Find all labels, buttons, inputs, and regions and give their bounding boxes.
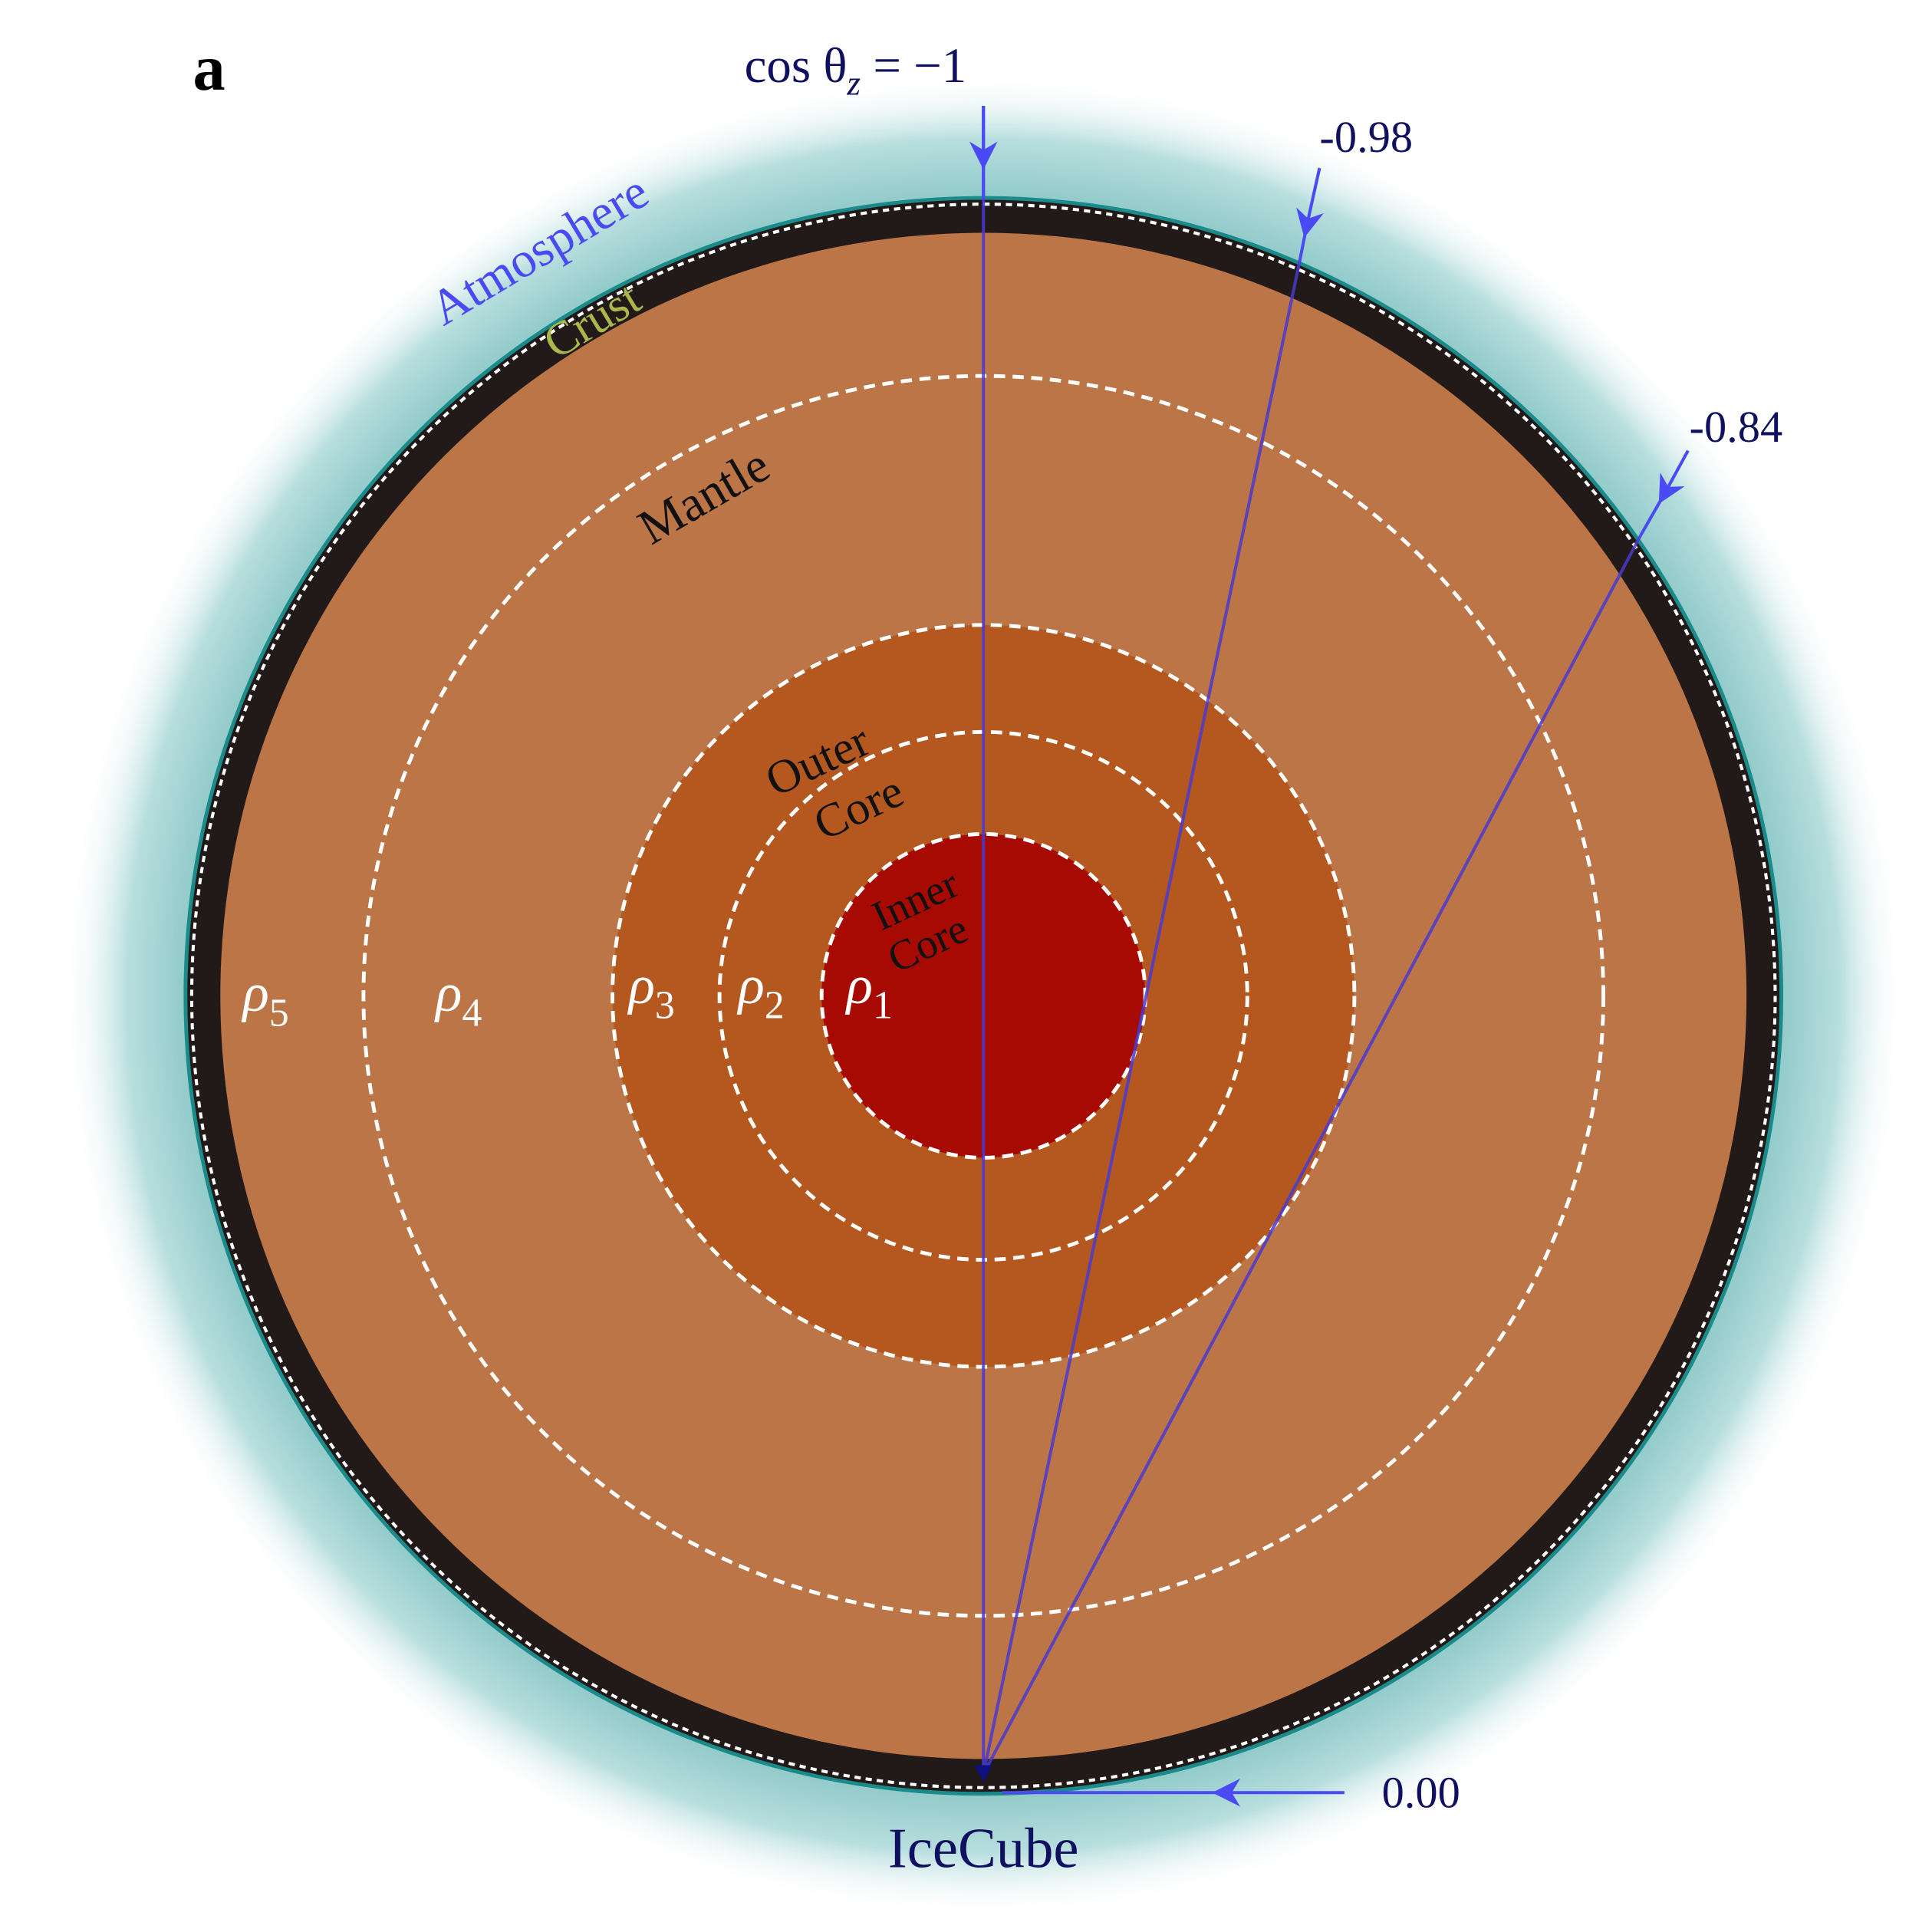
rays — [969, 105, 1690, 1807]
density-index: 1 — [873, 984, 893, 1028]
density-label: ρ3 — [627, 955, 675, 1027]
ray-label-sub: z — [846, 64, 861, 102]
ray — [982, 261, 1302, 1775]
detector-marker — [974, 1765, 992, 1783]
density-index: 2 — [765, 984, 785, 1028]
density-label: ρ2 — [736, 955, 784, 1027]
density-symbol: ρ — [241, 963, 268, 1023]
ray-label: cos θz = −1 — [745, 38, 967, 102]
density-index: 3 — [655, 984, 675, 1028]
density-symbol: ρ — [434, 963, 462, 1023]
ray-label: 0.00 — [1382, 1768, 1460, 1818]
ray-arrow — [1639, 449, 1690, 536]
ray-label: -0.98 — [1319, 112, 1413, 162]
density-index: 5 — [269, 991, 289, 1035]
density-label: ρ1 — [845, 955, 893, 1027]
density-symbol: ρ — [845, 955, 873, 1015]
ray — [982, 534, 1642, 1775]
ray-label: -0.84 — [1690, 402, 1783, 452]
detector-label: IceCube — [888, 1817, 1079, 1881]
density-symbol: ρ — [736, 955, 764, 1015]
density-symbol: ρ — [627, 955, 655, 1015]
density-label: ρ5 — [241, 963, 288, 1035]
density-label: ρ4 — [434, 963, 482, 1035]
ray-label-main: cos θ — [745, 38, 848, 94]
density-index: 4 — [462, 991, 482, 1035]
panel-label: a — [193, 33, 225, 104]
crust-boundary — [189, 202, 1777, 1789]
ray-label-value: = −1 — [861, 38, 966, 94]
density-labels: ρ5 ρ4 ρ3 ρ2 ρ1 — [241, 955, 892, 1035]
ray-arrow — [1296, 167, 1324, 262]
